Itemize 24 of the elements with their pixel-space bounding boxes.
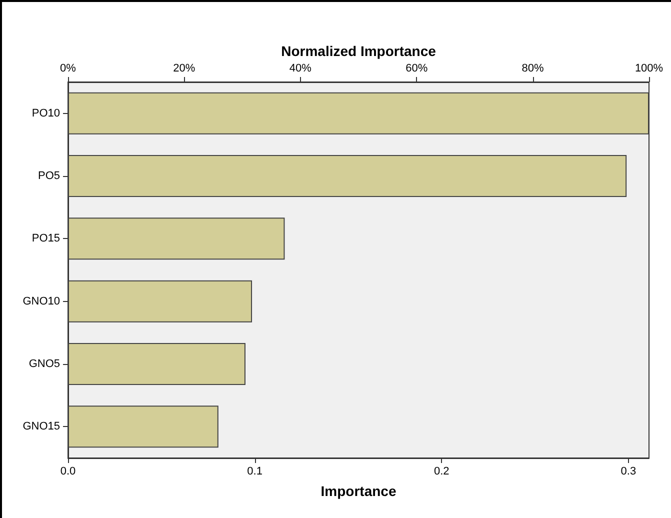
x2-tick-label: 80%	[522, 62, 544, 74]
x2-tick-label: 20%	[173, 62, 196, 74]
x2-tick-label: 60%	[406, 62, 428, 74]
y-tick-label: GNO15	[22, 420, 60, 433]
x2-tick-label: 0%	[60, 62, 76, 74]
x-tick-label: 0.0	[60, 466, 76, 478]
bar	[68, 92, 649, 134]
x2-tick-label: 40%	[289, 62, 312, 74]
bar	[68, 280, 252, 322]
y-tick-label: PO15	[32, 232, 60, 245]
x2-axis-title: Normalized Importance	[281, 43, 436, 60]
bar	[68, 406, 218, 448]
bar	[68, 218, 285, 260]
x-tick-label: 0.1	[247, 466, 262, 478]
x2-tick-label: 100%	[634, 62, 664, 74]
x-tick-label: 0.3	[620, 466, 636, 478]
bar	[68, 343, 246, 385]
y-tick-label: PO10	[32, 107, 60, 120]
x-tick-label: 0.2	[434, 466, 450, 478]
y-tick-label: PO5	[38, 170, 60, 182]
bar	[68, 155, 627, 197]
y-tick-label: GNO10	[22, 295, 60, 308]
y-tick-label: GNO5	[28, 358, 60, 370]
x-axis-title: Importance	[320, 483, 396, 499]
